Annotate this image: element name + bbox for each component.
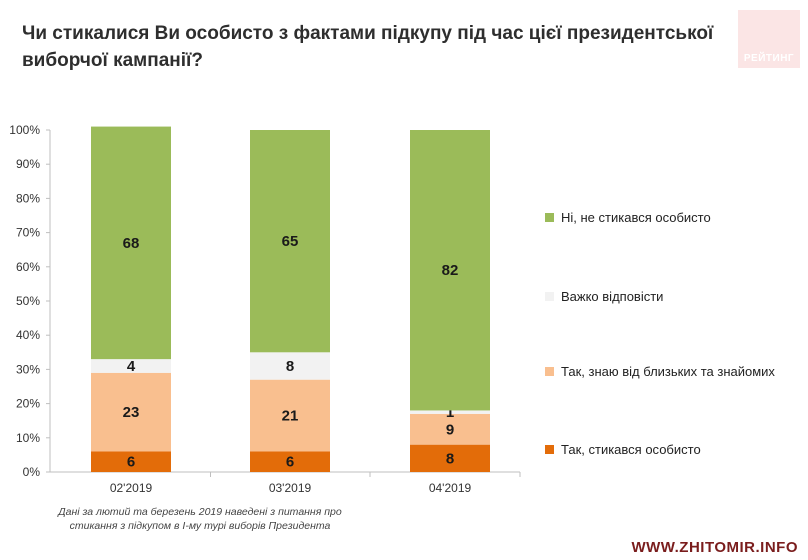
legend-swatch (545, 445, 554, 454)
bar-segment (410, 413, 490, 445)
y-tick-label: 20% (16, 397, 40, 411)
y-tick-label: 90% (16, 157, 40, 171)
bar-segment (91, 359, 171, 373)
x-category-label: 03'2019 (269, 481, 312, 495)
stacked-bar-chart: 0%10%20%30%40%50%60%70%80%90%100%6234680… (9, 123, 775, 495)
y-tick-label: 0% (23, 465, 41, 479)
bar-segment (410, 410, 490, 414)
data-label: 23 (123, 404, 140, 421)
y-tick-label: 70% (16, 226, 40, 240)
data-label: 6 (127, 454, 135, 471)
bar-segment (250, 451, 330, 472)
data-label: 68 (123, 235, 140, 252)
data-label: 65 (282, 233, 299, 250)
y-tick-label: 100% (9, 123, 40, 137)
bar-segment (91, 126, 171, 360)
y-tick-label: 60% (16, 260, 40, 274)
data-label: 4 (127, 358, 136, 375)
chart-title: Чи стикалися Ви особисто з фактами підку… (22, 23, 714, 71)
rating-logo: РЕЙТИНГ (738, 10, 800, 68)
legend-swatch (545, 213, 554, 222)
bar-segment (410, 130, 490, 411)
x-category-label: 04'2019 (429, 481, 472, 495)
data-label: 1 (446, 404, 454, 421)
data-label: 8 (286, 358, 294, 375)
bar-segment (410, 444, 490, 472)
y-tick-label: 50% (16, 294, 40, 308)
bar-segment (250, 130, 330, 353)
bar-segment (250, 379, 330, 452)
logo-text: РЕЙТИНГ (743, 53, 795, 64)
y-tick-label: 10% (16, 431, 40, 445)
bar-segment (91, 451, 171, 472)
data-label: 82 (442, 262, 459, 279)
bar-segment (250, 352, 330, 380)
x-category-label: 02'2019 (110, 481, 153, 495)
legend-swatch (545, 367, 554, 376)
legend-label: Важко відповісти (561, 289, 663, 304)
legend-swatch (545, 292, 554, 301)
watermark: WWW.ZHITOMIR.INFO (631, 539, 798, 556)
data-label: 9 (446, 421, 454, 438)
legend-label: Ні, не стикався особисто (561, 210, 711, 225)
legend-label: Так, стикався особисто (561, 442, 701, 457)
y-tick-label: 40% (16, 328, 40, 342)
bar-segment (91, 372, 171, 452)
y-tick-label: 80% (16, 191, 40, 205)
data-label: 8 (446, 450, 454, 467)
footnote: Дані за лютий та березень 2019 наведені … (58, 506, 342, 532)
data-label: 21 (282, 408, 299, 425)
data-label: 6 (286, 454, 294, 471)
legend-label: Так, знаю від близьких та знайомих (561, 364, 775, 379)
y-tick-label: 30% (16, 362, 40, 376)
